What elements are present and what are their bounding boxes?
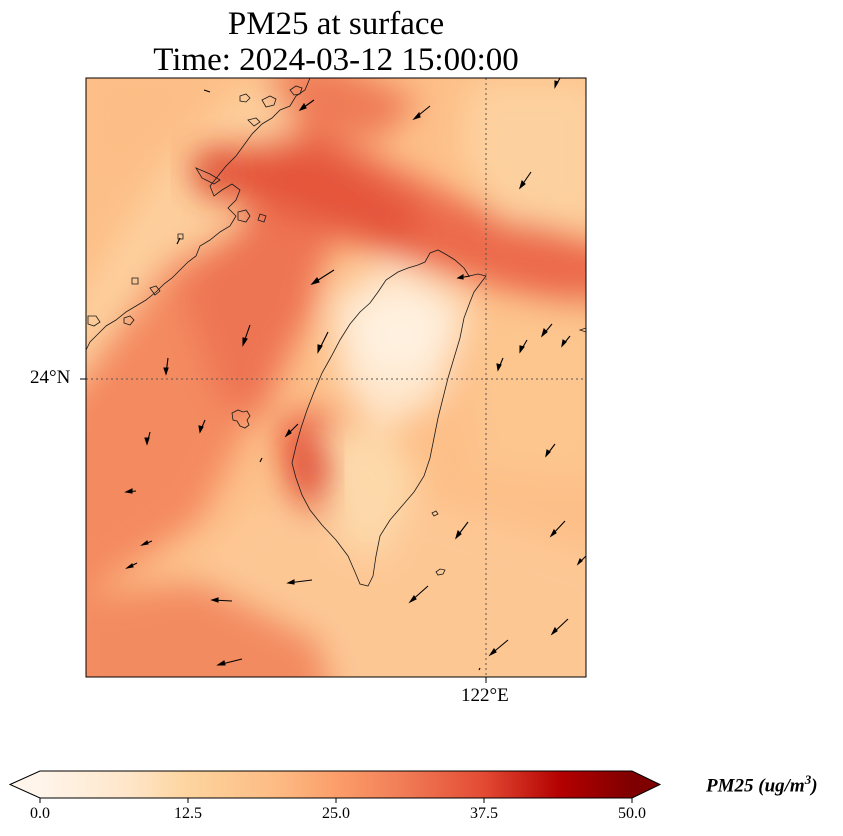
colorbar-tick-label: 50.0 bbox=[618, 805, 646, 822]
map-title: PM25 at surface bbox=[227, 6, 445, 42]
pm25-field bbox=[86, 78, 586, 677]
lat-tick-label: 24°N bbox=[30, 367, 71, 388]
map-time: Time: 2024-03-12 15:00:00 bbox=[153, 42, 519, 78]
colorbar-tick-label: 25.0 bbox=[322, 805, 350, 822]
lon-tick-label: 122°E bbox=[461, 685, 509, 706]
taiwan-coastline bbox=[291, 249, 487, 587]
china-coastline bbox=[86, 78, 311, 351]
colorbar-tick-label: 37.5 bbox=[470, 805, 498, 822]
wind-vectors bbox=[124, 78, 586, 671]
colorbar bbox=[8, 770, 662, 803]
colorbar-tick-label: 0.0 bbox=[30, 805, 50, 822]
colorbar-label: PM25 (ug/m3) bbox=[706, 772, 818, 797]
colorbar-tick-label: 12.5 bbox=[174, 805, 202, 822]
map-frame bbox=[85, 77, 587, 678]
